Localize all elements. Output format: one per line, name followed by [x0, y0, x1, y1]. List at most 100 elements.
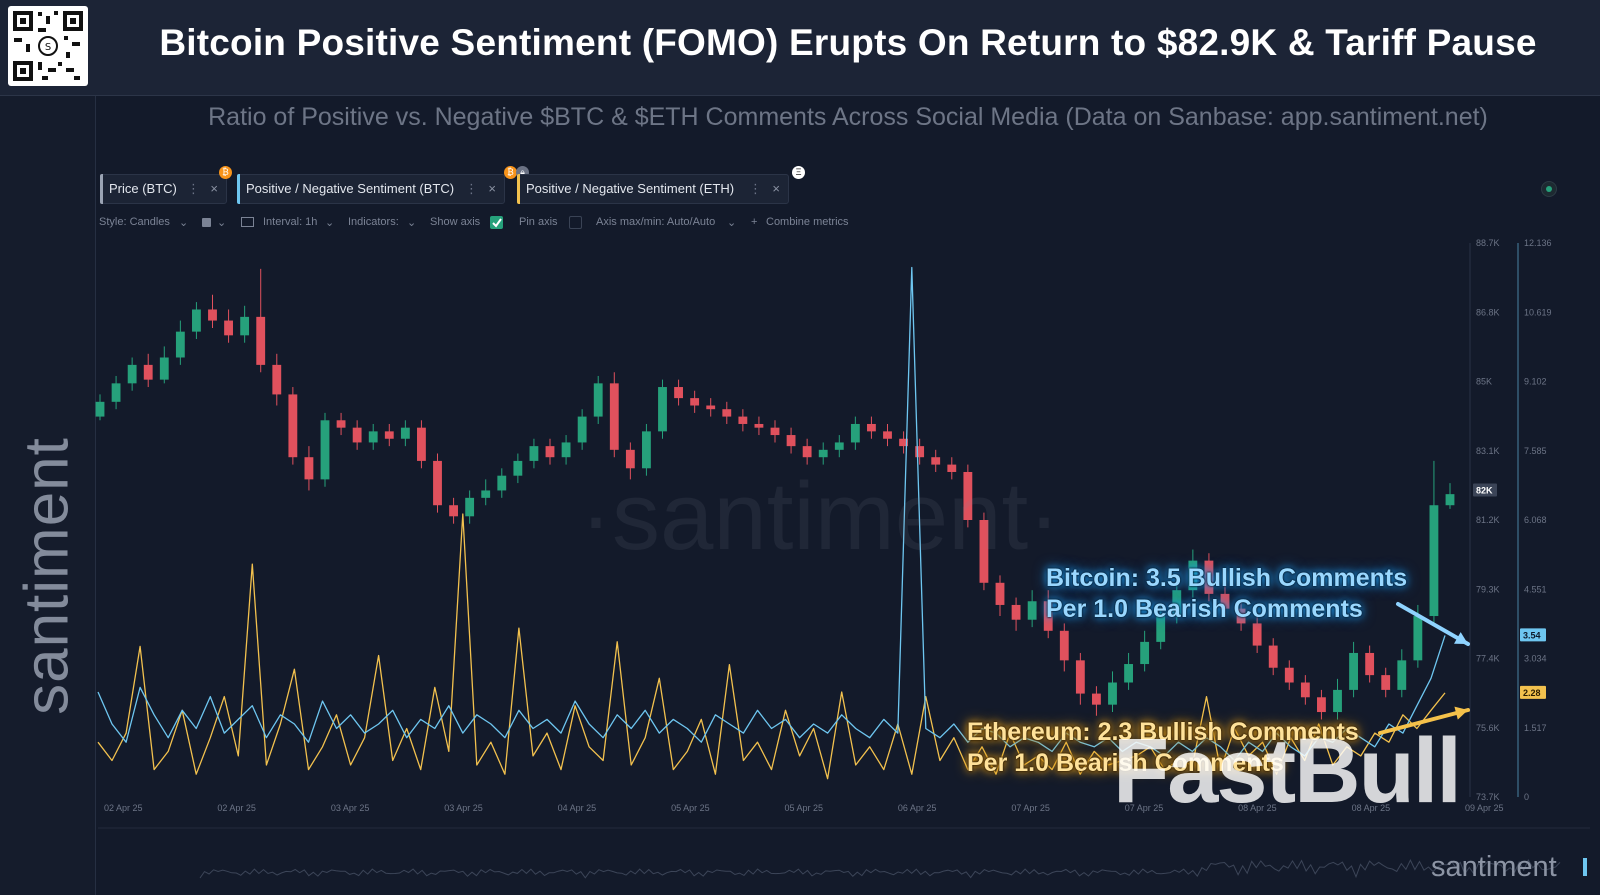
candle-body	[545, 446, 555, 458]
close-icon[interactable]: ×	[772, 181, 780, 196]
candle-body	[979, 520, 989, 583]
candle-body	[1108, 682, 1117, 705]
candle-body	[1268, 645, 1278, 668]
close-icon[interactable]: ×	[210, 181, 218, 196]
candle-body	[417, 427, 426, 461]
axis-minmax-select[interactable]: Axis max/min: Auto/Auto	[596, 216, 716, 228]
more-icon[interactable]: ⋮	[187, 181, 200, 196]
chevron-down-icon[interactable]: ⌄	[727, 217, 737, 229]
x-tick-label: 03 Apr 25	[331, 803, 370, 813]
candle-body	[738, 416, 748, 424]
sentiment-lines	[97, 266, 1446, 780]
more-icon[interactable]: ⋮	[749, 181, 762, 196]
sentiment-tick-label: 12.136	[1524, 238, 1552, 248]
show-axis-checkbox[interactable]	[490, 216, 503, 229]
candle-body	[256, 316, 266, 365]
chevron-down-icon[interactable]: ⌄	[179, 217, 189, 229]
candle-body	[513, 460, 523, 476]
tab-price-btc[interactable]: Price (BTC) ⋮ × ₿	[100, 166, 232, 204]
candle-body	[1220, 593, 1230, 609]
candle-body	[95, 401, 105, 417]
status-indicator[interactable]	[1541, 181, 1557, 197]
bitcoin-icon: ₿	[504, 166, 517, 179]
combine-metrics-button[interactable]: Combine metrics	[766, 216, 849, 228]
chevron-down-icon[interactable]: ⌄	[325, 217, 335, 229]
candle-body	[1252, 623, 1262, 646]
x-tick-label: 08 Apr 25	[1238, 803, 1277, 813]
candle-body	[465, 497, 475, 517]
candle-body	[609, 383, 619, 450]
x-tick-label: 07 Apr 25	[1125, 803, 1164, 813]
annotation-arrows	[1378, 602, 1470, 735]
ethereum-icon: Ξ	[792, 166, 805, 179]
tab-label: Price (BTC)	[109, 181, 177, 196]
chevron-down-icon[interactable]: ⌄	[217, 217, 227, 229]
indicators-select[interactable]: Indicators:	[348, 216, 399, 228]
x-tick-label: 07 Apr 25	[1011, 803, 1050, 813]
x-tick-label: 02 Apr 25	[104, 803, 143, 813]
candle-body	[674, 387, 683, 399]
interval-select[interactable]: Interval: 1h	[263, 216, 318, 228]
candle-body	[561, 442, 571, 458]
overview-sparkline	[199, 858, 1561, 879]
candle-body	[127, 364, 137, 384]
pin-axis-label: Pin axis	[519, 216, 558, 228]
candle-body	[899, 438, 908, 447]
candle-body	[159, 357, 169, 380]
tab-sentiment-eth[interactable]: Positive / Negative Sentiment (ETH) ⋮ × …	[517, 166, 805, 204]
candle-body	[963, 471, 973, 520]
price-current-label: 82K	[1476, 485, 1493, 495]
candle-body	[1317, 697, 1326, 713]
candle-body	[995, 582, 1005, 605]
x-tick-label: 05 Apr 25	[671, 803, 710, 813]
x-tick-label: 02 Apr 25	[217, 803, 256, 813]
pin-axis-checkbox[interactable]	[569, 216, 582, 229]
candle-body	[240, 316, 250, 336]
btc-sentiment-line	[97, 266, 1446, 762]
price-candles	[95, 268, 1455, 720]
candle-body	[384, 431, 394, 439]
candle-body	[1027, 601, 1037, 620]
price-tick-label: 88.7K	[1476, 238, 1500, 248]
candle-body	[722, 409, 732, 417]
sentiment-tick-label: 7.585	[1524, 446, 1547, 456]
candle-body	[625, 449, 635, 469]
candle-body	[1429, 505, 1439, 617]
close-icon[interactable]: ×	[488, 181, 496, 196]
price-tick-label: 73.7K	[1476, 792, 1500, 802]
eth-annotation: Ethereum: 2.3 Bullish Comments Per 1.0 B…	[967, 717, 1359, 779]
candle-body	[706, 405, 716, 410]
btc-current-label: 3.54	[1523, 630, 1541, 640]
candle-body	[1188, 560, 1198, 591]
page-title: Bitcoin Positive Sentiment (FOMO) Erupts…	[159, 22, 1537, 63]
candle-body	[754, 423, 764, 428]
tab-color-bar	[237, 174, 240, 204]
price-tick-label: 81.2K	[1476, 515, 1500, 525]
candle-body	[818, 449, 828, 458]
more-icon[interactable]: ⋮	[465, 181, 478, 196]
candle-body	[1333, 689, 1342, 713]
candle-body	[1349, 652, 1358, 690]
candle-body	[320, 420, 330, 480]
candle-body	[1124, 664, 1133, 683]
tab-sentiment-btc[interactable]: Positive / Negative Sentiment (BTC) ⋮ × …	[237, 166, 529, 204]
sentiment-tick-label: 4.551	[1524, 584, 1547, 594]
price-tick-label: 79.3K	[1476, 584, 1500, 594]
candle-body	[850, 423, 860, 443]
candle-body	[1156, 616, 1166, 642]
price-tick-label: 77.4K	[1476, 654, 1500, 664]
candle-body	[433, 460, 442, 506]
chevron-down-icon[interactable]: ⌄	[407, 217, 417, 229]
candle-body	[497, 475, 507, 491]
overview-pane	[98, 827, 1590, 879]
eth-arrow-head	[1454, 706, 1468, 720]
price-tick-label: 86.8K	[1476, 307, 1500, 317]
plus-icon[interactable]: +	[751, 216, 758, 228]
candle-body	[1381, 675, 1391, 690]
candle-body	[449, 505, 458, 517]
eth-annotation-line1: Ethereum: 2.3 Bullish Comments	[967, 718, 1359, 746]
show-axis-label: Show axis	[430, 216, 481, 228]
color-swatch[interactable]	[202, 218, 211, 227]
style-select[interactable]: Style: Candles	[99, 216, 170, 228]
